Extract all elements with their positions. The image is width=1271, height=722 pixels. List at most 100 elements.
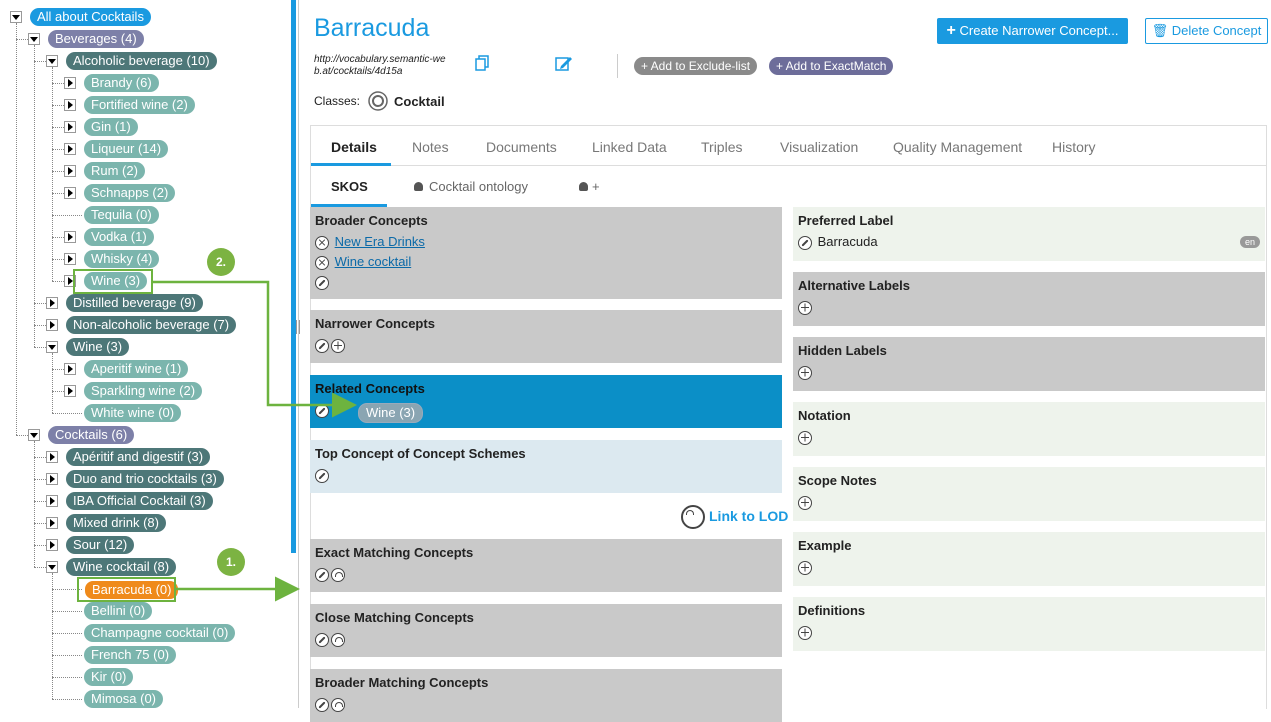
tab[interactable]: Visualization bbox=[780, 139, 859, 155]
lod-icon[interactable] bbox=[331, 632, 345, 647]
tree-node[interactable]: Gin (1) bbox=[84, 118, 138, 136]
tree-node[interactable]: All about Cocktails bbox=[30, 8, 151, 26]
tree-toggle[interactable] bbox=[28, 33, 40, 45]
tree-node[interactable]: White wine (0) bbox=[84, 404, 182, 422]
tree-toggle[interactable] bbox=[46, 561, 58, 573]
tree-toggle[interactable] bbox=[46, 55, 58, 67]
tab[interactable]: History bbox=[1052, 139, 1096, 155]
link-icon[interactable] bbox=[315, 567, 329, 582]
lod-icon[interactable] bbox=[331, 567, 345, 582]
add-icon[interactable] bbox=[798, 430, 812, 445]
add-icon[interactable] bbox=[798, 625, 812, 640]
tree-node[interactable]: Rum (2) bbox=[84, 162, 145, 180]
subtab[interactable]: + bbox=[579, 179, 600, 194]
exactmatch-button[interactable]: + Add to ExactMatch bbox=[769, 57, 894, 75]
tree-toggle[interactable] bbox=[46, 319, 58, 331]
tree-node[interactable]: French 75 (0) bbox=[84, 646, 177, 664]
subtab[interactable]: SKOS bbox=[331, 179, 368, 194]
tree-node[interactable]: Non-alcoholic beverage (7) bbox=[66, 316, 237, 334]
tree-node[interactable]: Tequila (0) bbox=[84, 206, 159, 224]
tree-node[interactable]: Brandy (6) bbox=[84, 74, 159, 92]
tree-toggle[interactable] bbox=[46, 451, 58, 463]
concept-link[interactable]: Wine cocktail bbox=[334, 254, 412, 269]
tree-node[interactable]: Vodka (1) bbox=[84, 228, 154, 246]
tree-node[interactable]: Mixed drink (8) bbox=[66, 514, 166, 532]
tree-toggle[interactable] bbox=[46, 517, 58, 529]
tree-node[interactable]: Kir (0) bbox=[84, 668, 134, 686]
tree-node[interactable]: Barracuda (0) bbox=[84, 580, 180, 600]
add-icon[interactable] bbox=[798, 365, 812, 380]
tree-toggle[interactable] bbox=[64, 187, 76, 199]
tab[interactable]: Notes bbox=[412, 139, 449, 155]
tree-node[interactable]: Champagne cocktail (0) bbox=[84, 624, 236, 642]
tree-node[interactable]: IBA Official Cocktail (3) bbox=[66, 492, 213, 510]
tree-toggle[interactable] bbox=[28, 429, 40, 441]
delete-button[interactable]: 🗑︎ Delete Concept bbox=[1145, 18, 1268, 44]
tab[interactable]: Documents bbox=[486, 139, 557, 155]
copy-icon[interactable] bbox=[475, 55, 491, 72]
tree-node[interactable]: Alcoholic beverage (10) bbox=[66, 52, 217, 70]
tree-toggle[interactable] bbox=[46, 297, 58, 309]
tree-node[interactable]: Wine cocktail (8) bbox=[66, 558, 177, 576]
exclude-button[interactable]: + Add to Exclude-list bbox=[634, 57, 758, 75]
tree-toggle[interactable] bbox=[64, 385, 76, 397]
tree-toggle[interactable] bbox=[46, 495, 58, 507]
link-icon[interactable] bbox=[315, 338, 329, 353]
create-button[interactable]: + Create Narrower Concept... bbox=[937, 18, 1128, 44]
tree-toggle[interactable] bbox=[64, 363, 76, 375]
concept-uri[interactable]: http://vocabulary.semantic-web.at/cockta… bbox=[314, 54, 446, 77]
tree-node[interactable]: Whisky (4) bbox=[84, 250, 160, 268]
tree-node[interactable]: Fortified wine (2) bbox=[84, 96, 195, 114]
tree-node[interactable]: Apéritif and digestif (3) bbox=[66, 448, 211, 466]
lod-icon[interactable] bbox=[331, 697, 345, 712]
tree-node[interactable]: Distilled beverage (9) bbox=[66, 294, 203, 312]
tab[interactable]: Quality Management bbox=[893, 139, 1023, 155]
tree-node[interactable]: Sparkling wine (2) bbox=[84, 382, 203, 400]
concept-link[interactable]: New Era Drinks bbox=[334, 234, 425, 249]
tree-node[interactable]: Cocktails (6) bbox=[48, 426, 135, 444]
tree-toggle[interactable] bbox=[64, 275, 76, 287]
dragged-concept[interactable]: Wine (3) bbox=[358, 403, 424, 423]
add-icon[interactable] bbox=[798, 300, 812, 315]
scrollbar[interactable] bbox=[291, 0, 296, 553]
tree-toggle[interactable] bbox=[46, 473, 58, 485]
tree-toggle[interactable] bbox=[64, 143, 76, 155]
link-icon[interactable] bbox=[315, 403, 329, 418]
tree-toggle[interactable] bbox=[46, 539, 58, 551]
edit-icon[interactable] bbox=[798, 235, 812, 250]
tree-node[interactable]: Sour (12) bbox=[66, 536, 135, 554]
tree-node[interactable]: Wine (3) bbox=[84, 272, 148, 290]
tree-node[interactable]: Schnapps (2) bbox=[84, 184, 176, 202]
link-icon[interactable] bbox=[315, 468, 329, 483]
add-icon[interactable] bbox=[798, 495, 812, 510]
remove-icon[interactable] bbox=[315, 235, 329, 250]
edit-icon[interactable] bbox=[555, 55, 573, 72]
tree-toggle[interactable] bbox=[64, 231, 76, 243]
link-icon[interactable] bbox=[315, 632, 329, 647]
tree-toggle[interactable] bbox=[64, 99, 76, 111]
link-lod[interactable]: Link to LOD bbox=[681, 505, 788, 530]
tree-toggle[interactable] bbox=[46, 341, 58, 353]
link-icon[interactable] bbox=[315, 275, 329, 290]
tree-toggle[interactable] bbox=[64, 165, 76, 177]
tree-node[interactable]: Aperitif wine (1) bbox=[84, 360, 189, 378]
tab[interactable]: Triples bbox=[701, 139, 743, 155]
tree-toggle[interactable] bbox=[10, 11, 22, 23]
tree-node[interactable]: Mimosa (0) bbox=[84, 690, 164, 708]
tree-node[interactable]: Bellini (0) bbox=[84, 602, 153, 620]
tree-node[interactable]: Wine (3) bbox=[66, 338, 130, 356]
tree-node[interactable]: Duo and trio cocktails (3) bbox=[66, 470, 224, 488]
tree-node[interactable]: Beverages (4) bbox=[48, 30, 144, 48]
tree-toggle[interactable] bbox=[64, 121, 76, 133]
tab[interactable]: Linked Data bbox=[592, 139, 667, 155]
tab[interactable]: Details bbox=[331, 139, 377, 155]
resize-handle[interactable] bbox=[296, 320, 300, 334]
subtab[interactable]: Cocktail ontology bbox=[414, 179, 528, 194]
tree-toggle[interactable] bbox=[64, 77, 76, 89]
remove-icon[interactable] bbox=[315, 255, 329, 270]
link-icon[interactable] bbox=[315, 697, 329, 712]
add-icon[interactable] bbox=[331, 338, 345, 353]
add-icon[interactable] bbox=[798, 560, 812, 575]
tree-toggle[interactable] bbox=[64, 253, 76, 265]
tree-node[interactable]: Liqueur (14) bbox=[84, 140, 169, 158]
